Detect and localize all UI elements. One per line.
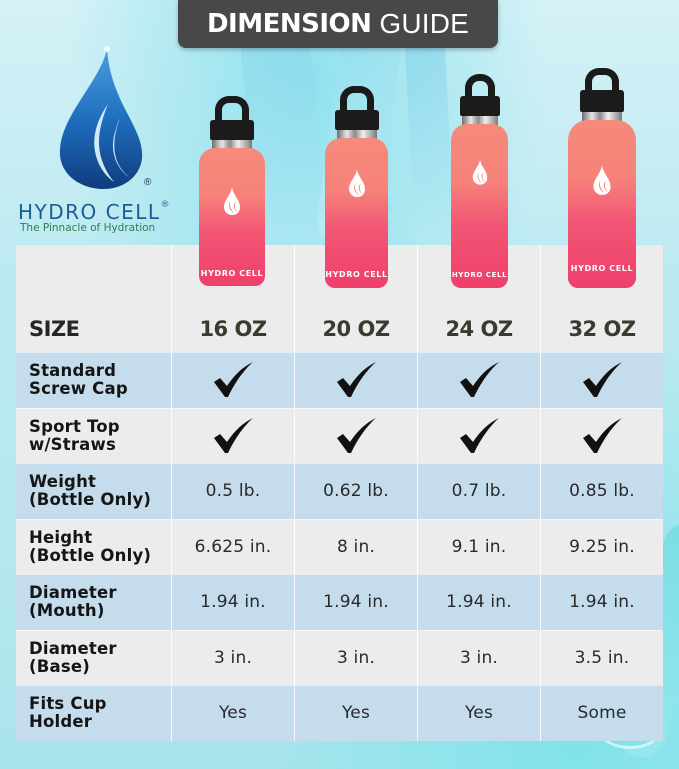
table-row: Height (Bottle Only) 6.625 in. 8 in. 9.1… [16, 518, 663, 574]
cell-value: 0.62 lb. [323, 481, 389, 502]
page-title-banner: DIMENSION GUIDE [178, 0, 498, 48]
table-row: Diameter (Base) 3 in. 3 in. 3 in. 3.5 in… [16, 629, 663, 685]
cell-value: 3 in. [459, 647, 499, 668]
drop-logo-icon [224, 187, 240, 215]
cell-value: 6.625 in. [194, 536, 272, 557]
cell-value: Some [577, 703, 627, 724]
cell-value: 1.94 in. [323, 592, 389, 613]
row-label: Weight (Bottle Only) [29, 472, 152, 510]
drop-logo-icon [593, 165, 611, 195]
check-icon [583, 362, 622, 398]
drop-logo-icon [348, 169, 365, 197]
cell-value: Yes [218, 703, 248, 724]
background-streak [404, 29, 456, 261]
cell-value: 3.5 in. [574, 647, 630, 668]
check-icon [460, 362, 499, 398]
bottle-16oz: HYDRO CELL [199, 96, 265, 286]
cell-value: 1.94 in. [200, 592, 266, 613]
drop-logo-icon [472, 159, 487, 185]
brand-tagline: The Pinnacle of Hydration [20, 222, 156, 234]
water-drop-logo-icon [59, 46, 143, 189]
cell-value: Yes [464, 703, 494, 724]
check-icon [583, 417, 622, 453]
table-row: Weight (Bottle Only) 0.5 lb. 0.62 lb. 0.… [16, 463, 663, 519]
size-16oz: 16 OZ [172, 245, 295, 352]
table-row: Diameter (Mouth) 1.94 in. 1.94 in. 1.94 … [16, 574, 663, 630]
check-icon [460, 417, 499, 453]
row-label: Diameter (Mouth) [29, 583, 117, 621]
title-bold: DIMENSION [206, 9, 372, 39]
row-label: Height (Bottle Only) [29, 527, 152, 565]
check-icon [337, 417, 376, 453]
bottle-brand-text: HYDRO CELL [451, 271, 508, 279]
bottle-20oz: HYDRO CELL [325, 86, 388, 288]
cell-value: 1.94 in. [446, 592, 512, 613]
cell-value: 3 in. [336, 647, 376, 668]
cell-value: Yes [341, 703, 371, 724]
bottle-brand-text: HYDRO CELL [200, 269, 264, 278]
registered-mark: ® [144, 177, 152, 188]
table-row: Standard Screw Cap [16, 352, 663, 408]
cell-value: 9.25 in. [569, 536, 635, 557]
dimension-table: SIZE 16 OZ 20 OZ 24 OZ 32 OZ Standard Sc… [16, 245, 663, 741]
row-label: Standard Screw Cap [29, 361, 128, 399]
bottle-32oz: HYDRO CELL [568, 68, 636, 288]
table-row: Fits Cup Holder Yes Yes Yes Some [16, 685, 663, 741]
size-header: SIZE [16, 245, 172, 352]
size-32oz: 32 OZ [568, 317, 636, 341]
row-label: Fits Cup Holder [29, 694, 107, 732]
bottle-brand-text: HYDRO CELL [325, 270, 388, 279]
title-light: GUIDE [379, 8, 470, 39]
cell-value: 0.7 lb. [451, 481, 507, 502]
cell-value: 3 in. [213, 647, 253, 668]
table-row: Sport Top w/Straws [16, 407, 663, 463]
size-24oz: 24 OZ [418, 245, 541, 352]
brand-logo: ® HYDRO CELL® The Pinnacle of Hydration [14, 42, 184, 242]
cell-value: 8 in. [336, 536, 376, 557]
check-icon [214, 362, 253, 398]
cell-value: 1.94 in. [569, 592, 635, 613]
size-20oz: 20 OZ [295, 245, 418, 352]
cell-value: 0.5 lb. [205, 481, 261, 502]
cell-value: 0.85 lb. [569, 481, 635, 502]
check-icon [214, 417, 253, 453]
cell-value: 9.1 in. [451, 536, 507, 557]
row-label: Sport Top w/Straws [29, 416, 120, 454]
bottle-24oz: HYDRO CELL [451, 74, 508, 288]
check-icon [337, 362, 376, 398]
row-label: Diameter (Base) [29, 638, 117, 676]
brand-name: HYDRO CELL® [18, 200, 172, 224]
bottle-brand-text: HYDRO CELL [570, 264, 634, 273]
